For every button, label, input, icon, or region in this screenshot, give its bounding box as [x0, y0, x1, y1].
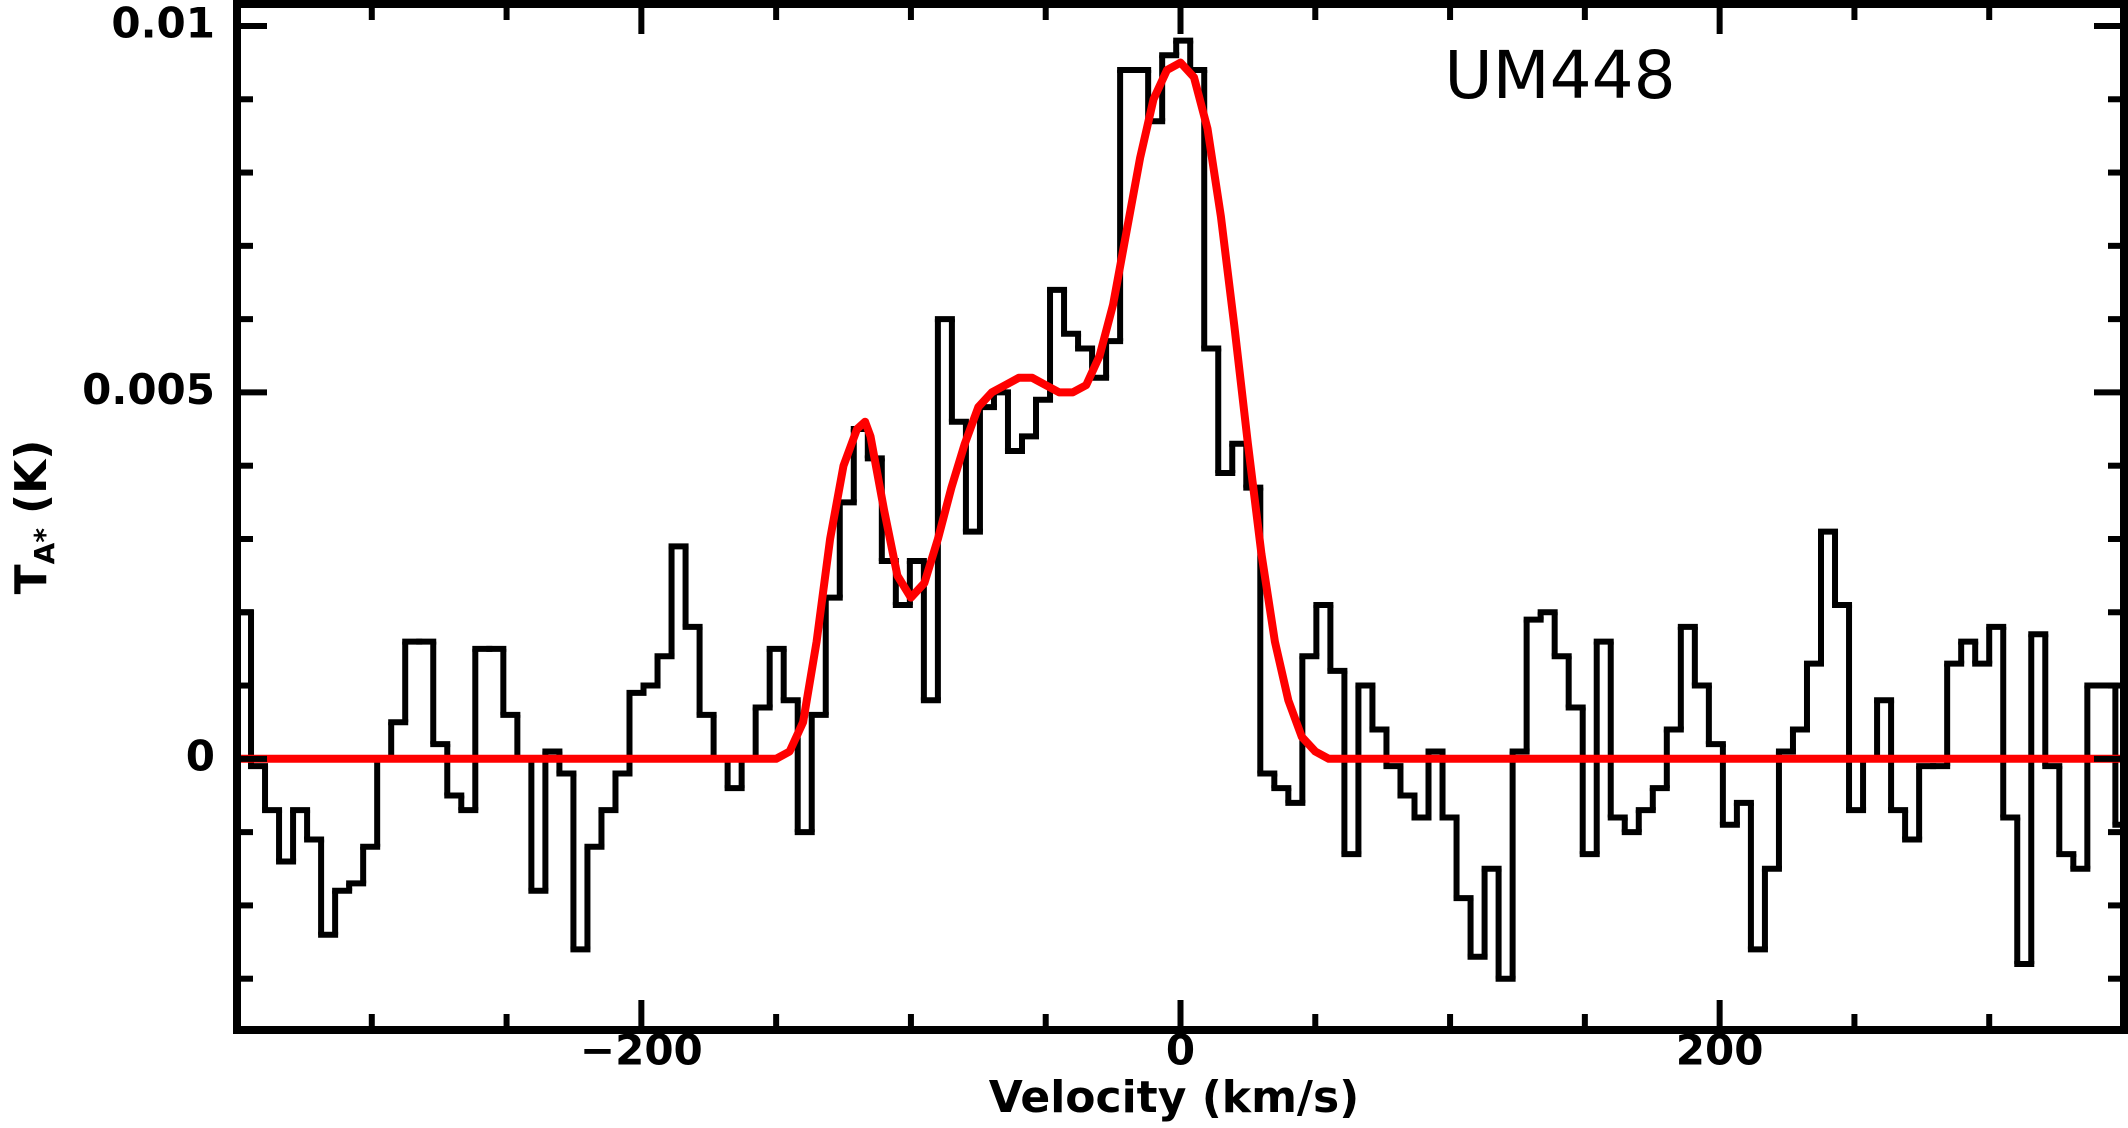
x-tick-label: 0 [1166, 1026, 1195, 1075]
y-axis-label: TA* (K) [6, 440, 61, 595]
y-tick-label: 0 [186, 731, 215, 780]
chart-title: UM448 [1444, 37, 1675, 114]
x-tick-label: 200 [1676, 1026, 1764, 1075]
y-label-sub: A* [28, 528, 61, 565]
x-tick-label: −200 [580, 1026, 703, 1075]
x-axis-label: Velocity (km/s) [989, 1072, 1360, 1123]
y-label-unit: (K) [6, 440, 57, 514]
y-tick-label: 0.01 [111, 0, 215, 47]
plot-area [237, 37, 2124, 982]
y-tick-label: 0.005 [82, 365, 215, 414]
plot-frame [233, 0, 2128, 1034]
y-label-main: T [6, 564, 57, 594]
fit-line [237, 58, 2124, 763]
